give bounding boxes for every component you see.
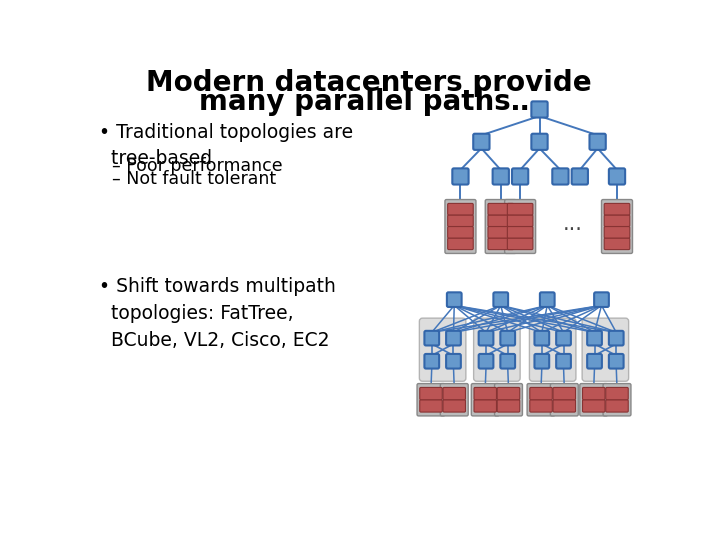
FancyBboxPatch shape xyxy=(590,134,606,150)
FancyBboxPatch shape xyxy=(594,292,609,307)
FancyBboxPatch shape xyxy=(488,204,513,215)
Text: • Traditional topologies are
  tree-based: • Traditional topologies are tree-based xyxy=(99,123,354,168)
FancyBboxPatch shape xyxy=(530,387,552,400)
FancyBboxPatch shape xyxy=(556,354,571,369)
FancyBboxPatch shape xyxy=(420,387,442,400)
FancyBboxPatch shape xyxy=(488,215,513,226)
FancyBboxPatch shape xyxy=(474,318,520,381)
FancyBboxPatch shape xyxy=(508,226,533,238)
FancyBboxPatch shape xyxy=(473,134,490,150)
FancyBboxPatch shape xyxy=(572,168,588,185)
FancyBboxPatch shape xyxy=(609,168,625,185)
FancyBboxPatch shape xyxy=(530,400,552,412)
FancyBboxPatch shape xyxy=(508,238,533,249)
FancyBboxPatch shape xyxy=(604,226,630,238)
FancyBboxPatch shape xyxy=(582,387,605,400)
FancyBboxPatch shape xyxy=(448,238,473,249)
FancyBboxPatch shape xyxy=(550,383,578,416)
FancyBboxPatch shape xyxy=(540,292,554,307)
FancyBboxPatch shape xyxy=(488,226,513,238)
FancyBboxPatch shape xyxy=(417,383,445,416)
FancyBboxPatch shape xyxy=(495,383,523,416)
FancyBboxPatch shape xyxy=(552,168,569,185)
FancyBboxPatch shape xyxy=(500,354,515,369)
FancyBboxPatch shape xyxy=(534,331,549,346)
FancyBboxPatch shape xyxy=(582,400,605,412)
FancyBboxPatch shape xyxy=(452,168,469,185)
FancyBboxPatch shape xyxy=(498,387,520,400)
Text: Modern datacenters provide: Modern datacenters provide xyxy=(146,69,592,97)
FancyBboxPatch shape xyxy=(553,387,575,400)
FancyBboxPatch shape xyxy=(604,204,630,215)
FancyBboxPatch shape xyxy=(527,383,555,416)
FancyBboxPatch shape xyxy=(446,331,461,346)
FancyBboxPatch shape xyxy=(498,400,520,412)
FancyBboxPatch shape xyxy=(606,400,629,412)
FancyBboxPatch shape xyxy=(443,387,466,400)
FancyBboxPatch shape xyxy=(556,331,571,346)
FancyBboxPatch shape xyxy=(420,400,442,412)
FancyBboxPatch shape xyxy=(446,354,461,369)
FancyBboxPatch shape xyxy=(553,400,575,412)
FancyBboxPatch shape xyxy=(474,400,497,412)
Text: many parallel paths…: many parallel paths… xyxy=(199,88,539,116)
FancyBboxPatch shape xyxy=(508,215,533,226)
FancyBboxPatch shape xyxy=(479,354,493,369)
FancyBboxPatch shape xyxy=(529,318,576,381)
FancyBboxPatch shape xyxy=(609,354,624,369)
FancyBboxPatch shape xyxy=(534,354,549,369)
FancyBboxPatch shape xyxy=(424,354,439,369)
FancyBboxPatch shape xyxy=(505,200,536,253)
FancyBboxPatch shape xyxy=(492,168,509,185)
Text: – Poor performance: – Poor performance xyxy=(112,157,282,175)
FancyBboxPatch shape xyxy=(580,383,608,416)
FancyBboxPatch shape xyxy=(441,383,468,416)
FancyBboxPatch shape xyxy=(447,292,462,307)
FancyBboxPatch shape xyxy=(609,331,624,346)
FancyBboxPatch shape xyxy=(472,383,499,416)
FancyBboxPatch shape xyxy=(485,200,516,253)
FancyBboxPatch shape xyxy=(493,292,508,307)
FancyBboxPatch shape xyxy=(604,215,630,226)
Text: ...: ... xyxy=(563,214,582,234)
Text: • Shift towards multipath
  topologies: FatTree,
  BCube, VL2, Cisco, EC2: • Shift towards multipath topologies: Fa… xyxy=(99,276,336,350)
FancyBboxPatch shape xyxy=(603,383,631,416)
FancyBboxPatch shape xyxy=(424,331,439,346)
FancyBboxPatch shape xyxy=(419,318,466,381)
FancyBboxPatch shape xyxy=(588,354,602,369)
FancyBboxPatch shape xyxy=(474,387,497,400)
FancyBboxPatch shape xyxy=(531,102,548,118)
FancyBboxPatch shape xyxy=(604,238,630,249)
FancyBboxPatch shape xyxy=(531,134,548,150)
FancyBboxPatch shape xyxy=(500,331,515,346)
FancyBboxPatch shape xyxy=(508,204,533,215)
FancyBboxPatch shape xyxy=(582,318,629,381)
FancyBboxPatch shape xyxy=(448,204,473,215)
FancyBboxPatch shape xyxy=(488,238,513,249)
FancyBboxPatch shape xyxy=(448,215,473,226)
FancyBboxPatch shape xyxy=(443,400,466,412)
FancyBboxPatch shape xyxy=(512,168,528,185)
FancyBboxPatch shape xyxy=(588,331,602,346)
Text: – Not fault tolerant: – Not fault tolerant xyxy=(112,170,276,188)
FancyBboxPatch shape xyxy=(479,331,493,346)
FancyBboxPatch shape xyxy=(601,200,632,253)
FancyBboxPatch shape xyxy=(606,387,629,400)
FancyBboxPatch shape xyxy=(448,226,473,238)
FancyBboxPatch shape xyxy=(445,200,476,253)
